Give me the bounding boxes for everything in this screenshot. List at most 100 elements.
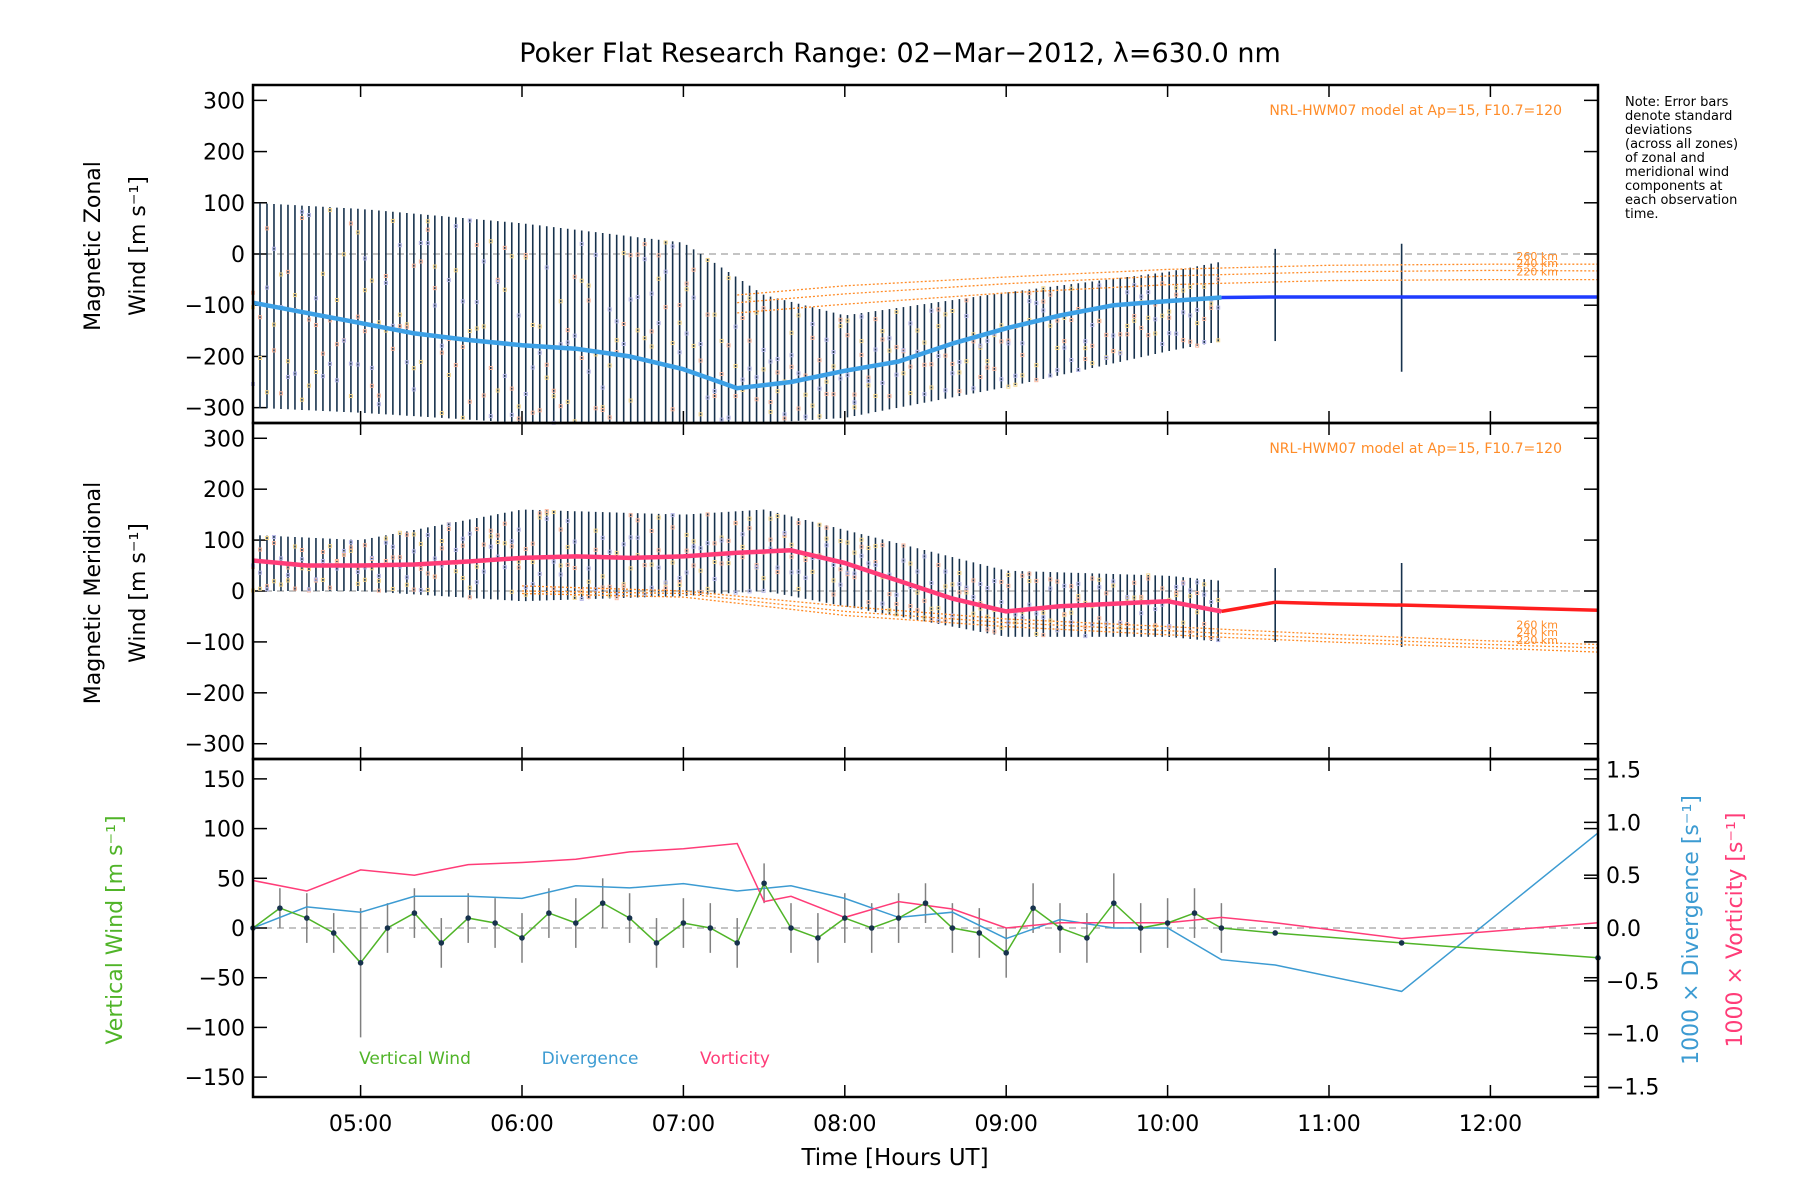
meridional-zone-sample (530, 582, 535, 587)
zonal-zone-sample (439, 343, 444, 348)
meridional-zone-sample (544, 516, 549, 521)
y2-tick-label: 0.5 (1606, 864, 1641, 889)
meridional-zone-sample (1181, 581, 1186, 586)
meridional-zone-sample (957, 582, 962, 587)
vertical-wind-point (330, 930, 337, 936)
meridional-zone-sample (691, 544, 696, 549)
zonal-model-altitude-label: 260 km (1516, 250, 1558, 263)
meridional-zone-sample (537, 515, 542, 520)
y2-tick-label: 1.5 (1606, 759, 1641, 784)
meridional-zone-sample (859, 537, 864, 542)
meridional-zone-sample (516, 527, 521, 532)
zonal-zone-sample (432, 264, 437, 269)
meridional-zone-sample (1062, 612, 1067, 617)
zonal-zone-sample (796, 406, 801, 411)
zonal-zone-sample (467, 328, 472, 333)
zonal-zone-sample (950, 308, 955, 313)
divergence-line (252, 832, 1599, 993)
zonal-zone-sample (1013, 382, 1018, 387)
meridional-zone-sample (376, 578, 381, 583)
meridional-zone-sample (880, 601, 885, 606)
vertical-wind-point (411, 910, 418, 916)
meridional-zone-sample (628, 513, 633, 518)
meridional-zone-sample (649, 585, 654, 590)
meridional-zone-sample (313, 577, 318, 582)
zonal-zone-sample (1195, 343, 1200, 348)
zonal-zone-sample (579, 355, 584, 360)
zonal-model-label: NRL-HWM07 model at Ap=15, F10.7=120 (1269, 103, 1562, 119)
meridional-zone-sample (761, 588, 766, 593)
zonal-zone-sample (908, 391, 913, 396)
zonal-zone-sample (957, 370, 962, 375)
meridional-zone-sample (404, 575, 409, 580)
vertical-wind-point (1003, 950, 1009, 956)
x-tick-label: 08:00 (813, 1112, 876, 1137)
zonal-zone-sample (747, 338, 752, 343)
meridional-zone-sample (922, 554, 927, 559)
zonal-zone-sample (1062, 339, 1067, 344)
zonal-zone-sample (824, 391, 829, 396)
zonal-zone-sample (1055, 318, 1060, 323)
meridional-zone-sample (509, 544, 514, 549)
vertical-wind-point (357, 959, 364, 966)
meridional-zone-sample (1104, 591, 1109, 596)
zonal-zone-sample (1153, 331, 1158, 336)
zonal-zone-sample (285, 359, 290, 364)
zonal-zone-sample (551, 394, 556, 399)
zonal-zone-sample (1118, 332, 1123, 337)
zonal-zone-sample (628, 253, 633, 258)
zonal-y-tick-label: −300 (185, 397, 245, 422)
x-tick-label: 07:00 (652, 1112, 715, 1137)
meridional-zone-sample (1174, 593, 1179, 598)
zonal-zone-sample (264, 226, 269, 231)
zonal-zone-sample (712, 394, 717, 399)
zonal-zone-sample (446, 372, 451, 377)
meridional-zone-sample (1202, 592, 1207, 597)
meridional-zone-sample (411, 532, 416, 537)
zonal-zone-sample (866, 378, 871, 383)
zonal-zone-sample (880, 329, 885, 334)
meridional-zone-sample (1118, 625, 1123, 630)
meridional-zone-sample (439, 546, 444, 551)
zonal-zone-sample (530, 365, 535, 370)
zonal-zone-sample (810, 322, 815, 327)
zonal-zone-sample (971, 386, 976, 391)
zonal-zone-sample (327, 208, 332, 213)
zonal-zone-sample (257, 356, 262, 361)
meridional-zone-sample (824, 543, 829, 548)
zonal-zone-sample (775, 370, 780, 375)
meridional-zone-sample (929, 606, 934, 611)
meridional-zone-sample (796, 569, 801, 574)
zonal-zone-sample (383, 274, 388, 279)
zonal-zone-sample (425, 219, 430, 224)
zonal-zone-sample (642, 242, 647, 247)
zonal-zone-sample (1048, 292, 1053, 297)
zonal-zone-sample (341, 338, 346, 343)
meridional-y-tick-label: −200 (185, 682, 245, 707)
meridional-zone-sample (460, 536, 465, 541)
zonal-zone-sample (537, 350, 542, 355)
meridional-zone-sample (1034, 631, 1039, 636)
zonal-zone-sample (782, 412, 787, 417)
zonal-zone-sample (453, 363, 458, 368)
zonal-zone-sample (663, 305, 668, 310)
zonal-zone-sample (1188, 284, 1193, 289)
zonal-zone-sample (1153, 317, 1158, 322)
zonal-zone-sample (481, 324, 486, 329)
zonal-zone-sample (1111, 333, 1116, 338)
zonal-zone-sample (873, 393, 878, 398)
meridional-zone-sample (1097, 577, 1102, 582)
zonal-zone-sample (1146, 315, 1151, 320)
meridional-model-altitude-label: 240 km (1516, 626, 1558, 639)
zonal-zone-sample (320, 374, 325, 379)
meridional-zone-sample (726, 538, 731, 543)
zonal-zone-sample (1104, 355, 1109, 360)
zonal-zone-sample (411, 263, 416, 268)
zonal-zone-sample (1202, 284, 1207, 289)
zonal-zone-sample (768, 400, 773, 405)
meridional-zone-sample (1153, 607, 1158, 612)
zonal-zone-sample (663, 240, 668, 245)
meridional-zone-sample (523, 547, 528, 552)
meridional-zone-sample (866, 546, 871, 551)
meridional-zone-sample (1055, 579, 1060, 584)
